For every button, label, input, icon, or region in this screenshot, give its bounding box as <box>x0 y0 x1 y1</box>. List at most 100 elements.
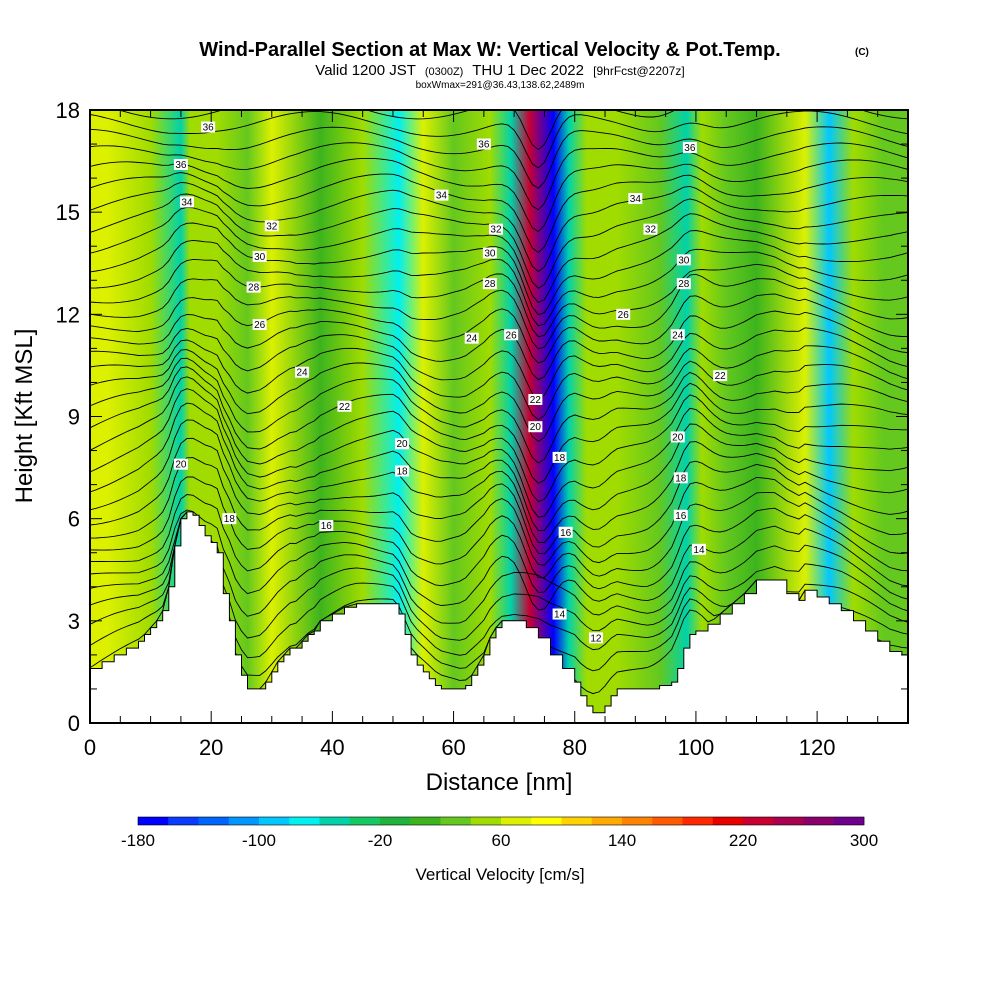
contour-label-text: 28 <box>678 279 690 290</box>
theta-contour-31 <box>90 126 908 189</box>
theta-contour-6 <box>90 494 908 593</box>
contour-label-bg <box>173 458 188 470</box>
contour-label-19: 22 <box>528 393 543 406</box>
y-tick-label: 6 <box>68 507 80 532</box>
contour-label-text: 18 <box>554 453 566 464</box>
colorbar-tick-label: 60 <box>492 831 511 850</box>
contour-label-bg <box>295 366 310 378</box>
contour-label-22: 18 <box>395 465 410 477</box>
contour-label-1: 36 <box>173 158 188 171</box>
terrain-mask <box>90 511 908 723</box>
contour-label-bg <box>504 329 519 341</box>
theta-contour-20 <box>90 293 908 364</box>
contour-label-text: 18 <box>224 514 236 525</box>
x-tick-label: 100 <box>678 735 715 760</box>
contour-label-text: 14 <box>693 545 705 556</box>
colorbar-swatch-6 <box>319 817 351 825</box>
x-tick-label: 80 <box>562 735 586 760</box>
contour-label-bg <box>337 400 352 412</box>
contour-label-24: 16 <box>558 526 573 539</box>
contour-label-text: 34 <box>630 194 642 205</box>
contour-label-text: 28 <box>248 283 260 294</box>
copyright-mark: (C) <box>855 47 869 58</box>
x-axis-label: Distance [nm] <box>426 769 573 796</box>
theta-contour-21 <box>90 273 908 350</box>
y-tick-label: 9 <box>68 405 80 430</box>
theta-contour-18 <box>90 327 908 400</box>
contour-label-text: 36 <box>478 140 490 151</box>
contour-label-28: 34 <box>628 193 643 205</box>
contour-label-2: 34 <box>179 196 194 208</box>
contour-label-text: 20 <box>672 432 684 443</box>
contour-label-23: 18 <box>552 451 567 464</box>
contour-label-bg <box>252 319 267 331</box>
contour-label-text: 12 <box>590 633 602 644</box>
contour-label-21: 20 <box>395 438 410 450</box>
contour-label-bg <box>670 431 685 443</box>
contour-label-text: 20 <box>530 422 542 433</box>
contour-label-16: 28 <box>482 278 497 290</box>
y-tick-label: 3 <box>68 609 80 634</box>
colorbar-swatch-3 <box>228 817 260 825</box>
contour-label-bg <box>691 543 706 555</box>
colorbar-swatch-0 <box>138 817 169 825</box>
theta-contour-23 <box>90 239 908 327</box>
contour-label-bg <box>222 513 237 525</box>
contour-label-34: 22 <box>713 370 728 382</box>
colorbar-swatch-4 <box>259 817 290 825</box>
contour-label-bg <box>588 632 603 644</box>
contour-label-text: 34 <box>436 191 448 202</box>
contour-label-bg <box>264 220 279 232</box>
contour-label-9: 20 <box>173 458 188 471</box>
contour-label-36: 18 <box>673 472 688 484</box>
contour-label-bg <box>488 223 503 235</box>
theta-contour-9 <box>90 437 908 555</box>
subtitle-forecast: [9hrFcst@2207z] <box>593 64 685 78</box>
contour-label-37: 16 <box>673 509 688 522</box>
colorbar-frame <box>137 816 865 826</box>
contour-label-4: 30 <box>252 250 267 263</box>
theta-contour-5 <box>90 509 908 611</box>
contour-label-text: 26 <box>254 320 266 331</box>
theta-contour-32 <box>90 110 908 169</box>
box-wmax-info: boxWmax=291@36.43,138.62,2489m <box>416 80 585 91</box>
theta-contour-30 <box>90 142 908 211</box>
contour-label-text: 30 <box>254 252 266 263</box>
contour-label-bg <box>246 281 261 293</box>
colorbar-swatch-15 <box>591 817 623 825</box>
contour-label-bg <box>616 308 631 320</box>
theta-contour-16 <box>90 349 908 442</box>
colorbar-swatch-19 <box>712 817 744 825</box>
colorbar-swatch-11 <box>470 817 502 825</box>
contour-label-bg <box>528 393 543 405</box>
contour-label-bg <box>395 438 410 450</box>
contour-label-bg <box>552 608 567 620</box>
colorbar-swatch-8 <box>380 817 411 825</box>
subtitle-utc-time: (0300Z) <box>425 66 464 78</box>
colorbar: -180 -100 -20 60 140 220 300 <box>121 816 878 850</box>
contour-label-text: 24 <box>466 334 478 345</box>
contour-labels: 36 36 34 32 30 28 26 24 22 20 18 16 36 34 32 30 28 26 24 22… <box>173 121 728 644</box>
y-tick-label: 15 <box>56 200 80 225</box>
contour-label-31: 28 <box>676 278 691 290</box>
contour-label-8: 22 <box>337 400 352 413</box>
contour-label-38: 14 <box>691 543 706 556</box>
colorbar-swatch-21 <box>773 817 804 825</box>
contour-label-text: 14 <box>554 610 566 621</box>
contour-label-bg <box>676 254 691 266</box>
contour-label-bg <box>476 138 491 150</box>
contour-label-7: 24 <box>295 366 310 379</box>
contour-label-text: 18 <box>675 473 687 484</box>
contour-label-text: 20 <box>175 460 187 471</box>
theta-contour-22 <box>90 258 908 338</box>
y-tick-label: 12 <box>56 302 80 327</box>
colorbar-tick-label: 300 <box>850 831 878 850</box>
contour-label-14: 32 <box>488 223 503 236</box>
contour-label-bg <box>434 189 449 201</box>
contour-label-20: 20 <box>528 421 543 433</box>
contour-label-text: 30 <box>484 249 496 260</box>
contour-label-bg <box>252 250 267 262</box>
contour-label-text: 32 <box>266 221 278 232</box>
